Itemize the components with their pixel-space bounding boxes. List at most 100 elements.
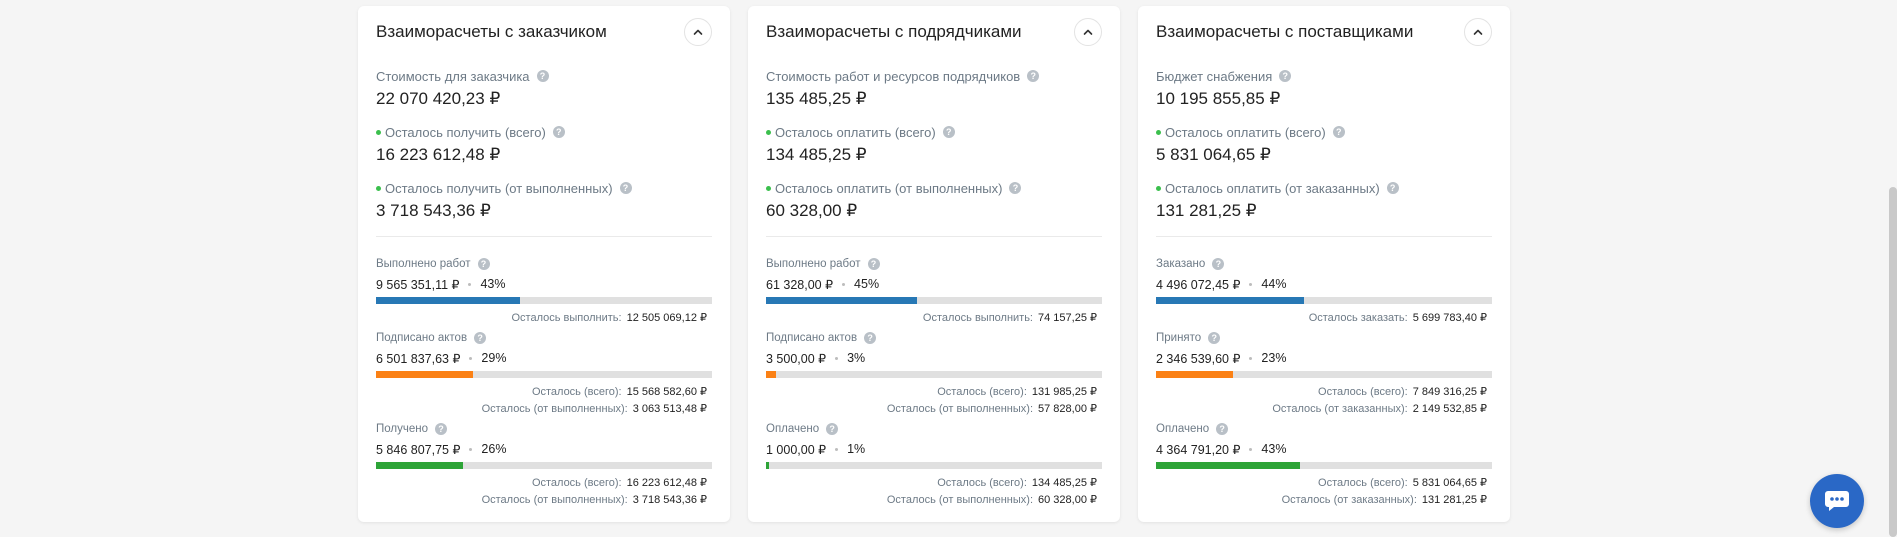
metric: Выполнено работ? 9 565 351,11 ₽ 43% Осталос… [376,257,712,325]
metric-percent: 1% [847,442,866,456]
divider [376,236,712,237]
metric-label: Получено? [376,422,712,436]
help-icon[interactable]: ? [536,70,549,82]
remaining-value: 131 281,25 ₽ [1421,494,1487,506]
summary-label: Бюджет снабжения? [1156,68,1492,84]
metric-percent: 43% [480,277,506,291]
progress-bar [766,297,1102,304]
remaining-label: Осталось (всего): [1318,386,1408,398]
remaining-label: Осталось (всего): [937,477,1027,489]
remaining-row: Осталось (всего): 134 485,25 ₽ [766,476,1102,490]
help-icon[interactable]: ? [1216,423,1229,435]
metric-label-text: Подписано актов [376,332,468,344]
help-icon[interactable]: ? [1009,182,1022,194]
metric-line: 3 500,00 ₽ 3% [766,350,1102,366]
metric-label: Подписано актов? [766,331,1102,345]
metric: Получено? 5 846 807,75 ₽ 26% Осталось (всег… [376,422,712,507]
summary-item: Осталось получить (от выполненных)? 3 71… [376,180,712,221]
progress-bar [376,462,712,469]
help-icon[interactable]: ? [552,126,565,138]
card-contractors: Взаиморасчеты с подрядчиками Стоимость р… [748,6,1120,522]
help-icon[interactable]: ? [619,182,632,194]
card-title: Взаиморасчеты с поставщиками [1156,22,1414,41]
remaining-row: Осталось (от выполненных): 3 063 513,48 ₽ [376,402,712,416]
help-icon[interactable]: ? [435,423,448,435]
help-icon[interactable]: ? [1332,126,1345,138]
summary-value: 22 070 420,23 ₽ [376,89,501,108]
help-icon[interactable]: ? [474,332,487,344]
help-icon[interactable]: ? [477,258,490,270]
metric-line: 9 565 351,11 ₽ 43% [376,276,712,292]
card-customer: Взаиморасчеты с заказчиком Стоимость для… [358,6,730,522]
remaining-row: Осталось (всего): 16 223 612,48 ₽ [376,476,712,490]
metric-line: 4 496 072,45 ₽ 44% [1156,276,1492,292]
card-header: Взаиморасчеты с поставщиками [1156,6,1492,58]
remaining-label: Осталось (всего): [937,386,1027,398]
remaining-row: Осталось (всего): 131 985,25 ₽ [766,385,1102,399]
card-header: Взаиморасчеты с подрядчиками [766,6,1102,58]
separator-dot-icon [1249,282,1253,286]
progress-bar [376,297,712,304]
remaining-row: Осталось заказать: 5 699 783,40 ₽ [1156,311,1492,325]
summary-label-text: Стоимость для заказчика [376,68,530,84]
help-icon[interactable]: ? [867,258,880,270]
collapse-button[interactable] [684,18,712,46]
metric-label-text: Получено [376,423,429,435]
metric-label: Выполнено работ? [376,257,712,271]
metric-label: Подписано актов? [376,331,712,345]
metric-amount: 61 328,00 ₽ [766,277,834,292]
summary-label: Осталось получить (от выполненных)? [376,180,712,196]
summary-label-text: Осталось оплатить (всего) [1165,124,1326,140]
status-dot-icon [766,185,771,191]
remaining-label: Осталось (всего): [1318,477,1408,489]
progress-bar [1156,371,1492,378]
remaining-value: 57 828,00 ₽ [1038,403,1097,415]
metric-label: Заказано? [1156,257,1492,271]
metric-line: 4 364 791,20 ₽ 43% [1156,441,1492,457]
help-icon[interactable]: ? [1208,332,1221,344]
help-icon[interactable]: ? [864,332,877,344]
summary-label-text: Осталось оплатить (от заказанных) [1165,180,1380,196]
scrollbar[interactable] [1889,187,1897,537]
progress-bar [766,462,1102,469]
collapse-button[interactable] [1074,18,1102,46]
help-icon[interactable]: ? [1027,70,1040,82]
progress-bar [1156,297,1492,304]
summary-label-text: Осталось получить (от выполненных) [385,180,613,196]
summary-label-text: Стоимость работ и ресурсов подрядчиков [766,68,1021,84]
metric-amount: 4 364 791,20 ₽ [1156,442,1241,457]
help-icon[interactable]: ? [1279,70,1292,82]
card-title: Взаиморасчеты с заказчиком [376,22,607,41]
separator-dot-icon [468,282,472,286]
remaining-row: Осталось (от заказанных): 131 281,25 ₽ [1156,493,1492,507]
status-dot-icon [1156,185,1161,191]
progress-bar-fill [376,462,464,469]
separator-dot-icon [469,356,473,360]
progress-bar-fill [766,297,918,304]
metric-percent: 44% [1261,277,1287,291]
metric-label-text: Принято [1156,332,1202,344]
remaining-label: Осталось (от заказанных): [1281,494,1417,506]
help-icon[interactable]: ? [1212,258,1225,270]
collapse-button[interactable] [1464,18,1492,46]
chat-button[interactable] [1810,474,1864,528]
summary-label: Осталось оплатить (всего)? [766,124,1102,140]
metric: Подписано актов? 3 500,00 ₽ 3% Осталось (вс… [766,331,1102,416]
summary-label-text: Осталось получить (всего) [385,124,546,140]
remaining-value: 3 063 513,48 ₽ [632,403,707,415]
metric-label-text: Оплачено [1156,423,1210,435]
remaining-row: Осталось (всего): 15 568 582,60 ₽ [376,385,712,399]
metric-line: 61 328,00 ₽ 45% [766,276,1102,292]
remaining-value: 12 505 069,12 ₽ [626,312,707,324]
summary-value: 16 223 612,48 ₽ [376,145,501,164]
metric-amount: 5 846 807,75 ₽ [376,442,461,457]
help-icon[interactable]: ? [826,423,839,435]
summary-value: 10 195 855,85 ₽ [1156,89,1281,108]
remaining-value: 16 223 612,48 ₽ [626,477,707,489]
help-icon[interactable]: ? [1386,182,1399,194]
metric-label-text: Подписано актов [766,332,858,344]
metric-line: 1 000,00 ₽ 1% [766,441,1102,457]
remaining-label: Осталось (всего): [531,386,622,398]
remaining-row: Осталось выполнить: 12 505 069,12 ₽ [376,311,712,325]
help-icon[interactable]: ? [942,126,955,138]
